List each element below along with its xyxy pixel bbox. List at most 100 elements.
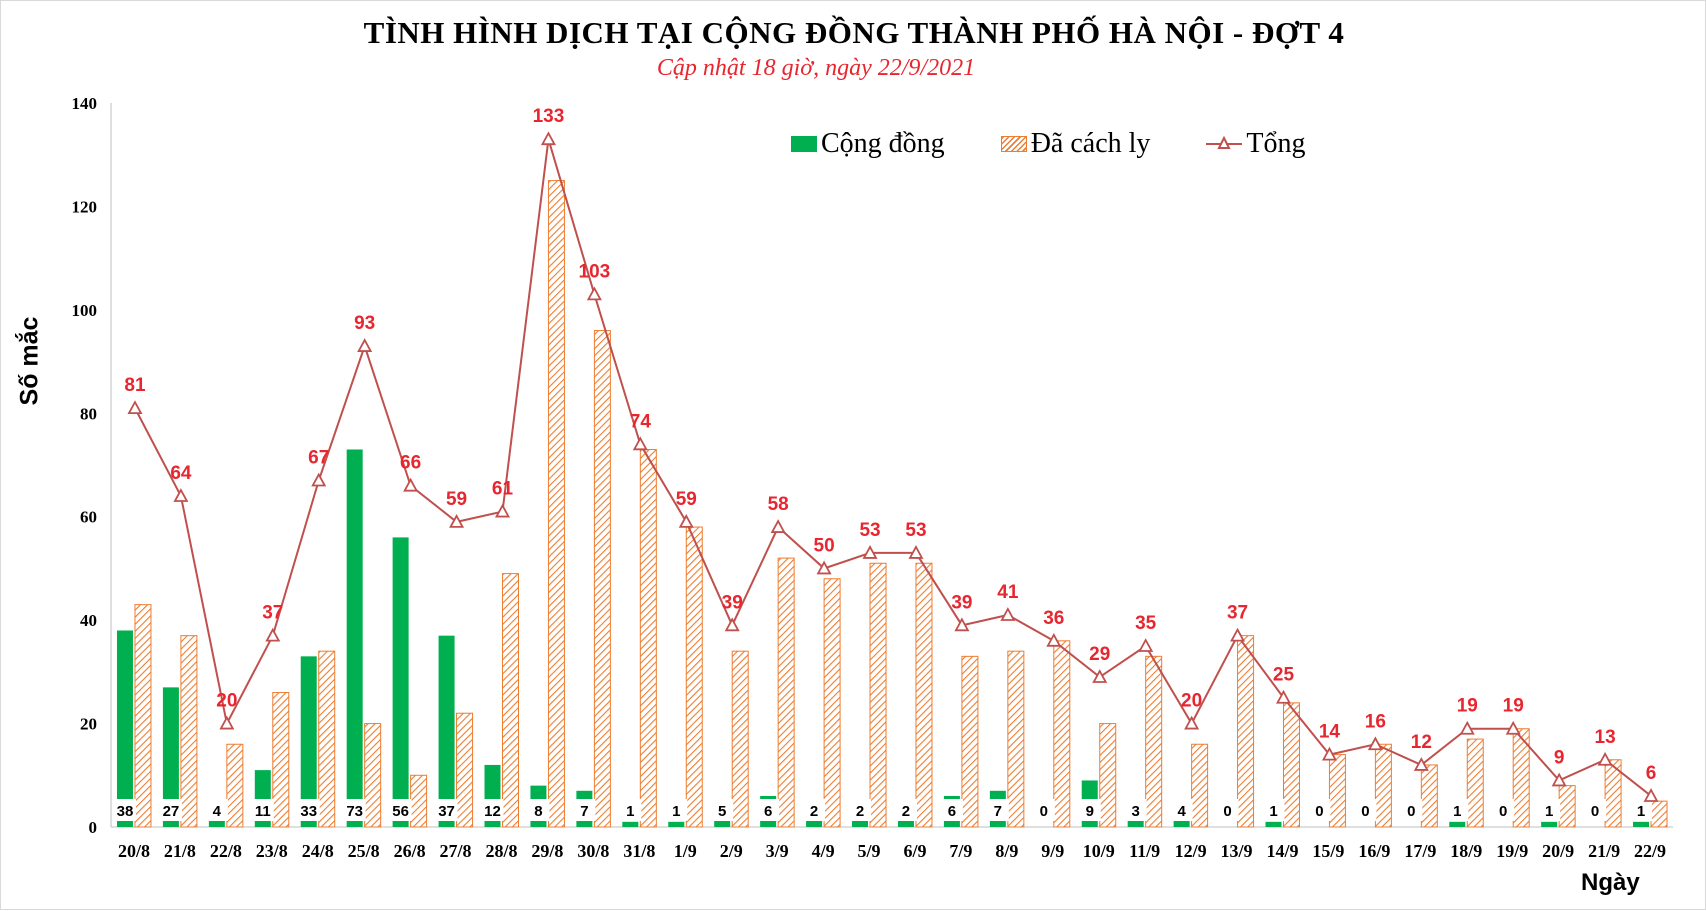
data-label-bg — [1630, 799, 1653, 821]
data-label-community: 2 — [902, 803, 910, 820]
chart-subtitle: Cập nhật 18 giờ, ngày 22/9/2021 — [656, 55, 976, 81]
bar-quarantined — [869, 562, 887, 828]
data-label-total: 50 — [814, 535, 835, 556]
y-tick-label: 140 — [72, 94, 98, 113]
data-label-bg — [1308, 799, 1331, 821]
data-label-bg — [1400, 799, 1423, 821]
data-label-community: 27 — [163, 803, 180, 820]
data-label-bg — [1446, 799, 1469, 821]
point-total — [357, 338, 373, 352]
bar-quarantined — [502, 573, 519, 828]
data-label-bg — [1538, 799, 1561, 821]
point-total — [770, 519, 786, 533]
data-label-community: 9 — [1086, 803, 1094, 820]
bar-quarantined — [1650, 800, 1668, 828]
point-total — [1367, 736, 1383, 751]
point-total — [1551, 772, 1567, 787]
data-label-community: 2 — [810, 803, 818, 820]
y-tick-label: 120 — [72, 197, 98, 216]
bar-quarantined — [1145, 655, 1163, 828]
data-label-total: 25 — [1273, 665, 1295, 686]
x-tick-label: 25/8 — [348, 841, 380, 861]
data-label-bg — [1354, 799, 1377, 821]
data-label-total: 133 — [533, 106, 565, 127]
bar-quarantined — [1328, 754, 1346, 828]
bar-quarantined — [593, 330, 611, 828]
data-label-bg — [940, 799, 963, 821]
y-tick-label: 20 — [80, 715, 97, 734]
bar-community — [162, 687, 179, 827]
bar-quarantined — [1558, 785, 1576, 828]
data-label-community: 1 — [626, 803, 634, 820]
bar-quarantined — [731, 650, 749, 828]
legend-item-community: Cộng đồng — [791, 128, 945, 160]
bar-quarantined — [1191, 743, 1209, 828]
bar-quarantined — [1512, 728, 1530, 828]
bar-quarantined — [1604, 759, 1622, 828]
x-tick-label: 4/9 — [812, 841, 835, 861]
bar-quarantined — [456, 712, 474, 828]
data-label-total: 9 — [1554, 747, 1565, 768]
point-total — [449, 514, 465, 528]
bar-community — [116, 630, 133, 827]
bar-quarantined — [639, 448, 657, 828]
data-label-community: 1 — [1453, 803, 1461, 820]
point-total — [678, 514, 694, 528]
data-label-bg — [389, 799, 412, 821]
data-label-bg — [113, 799, 136, 821]
legend-label-quarantined: Đã cách ly — [1030, 128, 1151, 159]
x-tick-label: 27/8 — [440, 841, 472, 861]
series-line-total — [134, 138, 1652, 797]
data-label-bg — [1124, 799, 1147, 821]
point-total — [908, 545, 924, 559]
bar-community — [622, 821, 639, 827]
data-label-bg — [803, 799, 826, 821]
x-tick-label: 9/9 — [1041, 841, 1064, 861]
bar-community — [300, 656, 317, 827]
data-label-total: 59 — [446, 489, 467, 510]
data-label-community: 1 — [1637, 803, 1645, 820]
point-total — [265, 627, 281, 642]
point-total — [311, 472, 327, 487]
bar-community — [1449, 821, 1466, 827]
bar-quarantined — [134, 604, 152, 828]
data-label-bg — [1170, 799, 1193, 821]
data-label-bg — [849, 799, 872, 821]
data-label-total: 64 — [170, 463, 192, 484]
bar-quarantined — [272, 692, 290, 828]
x-tick-label: 8/9 — [995, 841, 1018, 861]
data-label-bg — [435, 799, 458, 821]
data-label-bg — [159, 799, 182, 821]
bar-community — [1265, 821, 1282, 827]
bar-community — [392, 537, 409, 827]
data-label-total: 16 — [1365, 711, 1386, 732]
x-tick-label: 31/8 — [623, 841, 655, 861]
x-tick-label: 21/8 — [164, 841, 196, 861]
x-tick-label: 7/9 — [949, 841, 972, 861]
data-label-bg — [757, 799, 780, 821]
x-tick-label: 14/9 — [1266, 841, 1298, 861]
legend-swatch-total — [1206, 135, 1243, 149]
point-total — [724, 617, 740, 632]
bar-quarantined — [1374, 743, 1392, 828]
data-label-bg — [894, 799, 917, 821]
point-total — [1459, 720, 1475, 735]
x-tick-label: 12/9 — [1175, 841, 1207, 861]
data-label-bg — [1216, 799, 1239, 821]
bar-quarantined — [915, 562, 933, 828]
bar-quarantined — [1420, 764, 1438, 828]
data-label-total: 19 — [1503, 696, 1524, 717]
point-total — [862, 545, 878, 559]
data-label-community: 0 — [1591, 803, 1599, 820]
point-total — [1092, 669, 1108, 683]
data-label-bg — [573, 799, 596, 821]
y-tick-label: 0 — [89, 818, 98, 837]
data-label-total: 37 — [262, 603, 283, 624]
bar-quarantined — [1466, 738, 1484, 828]
data-label-community: 33 — [300, 803, 317, 820]
bar-community — [852, 816, 869, 827]
bar-quarantined — [685, 526, 703, 828]
data-label-total: 20 — [216, 691, 237, 712]
x-tick-label: 1/9 — [674, 841, 697, 861]
data-label-total: 36 — [1043, 608, 1064, 629]
